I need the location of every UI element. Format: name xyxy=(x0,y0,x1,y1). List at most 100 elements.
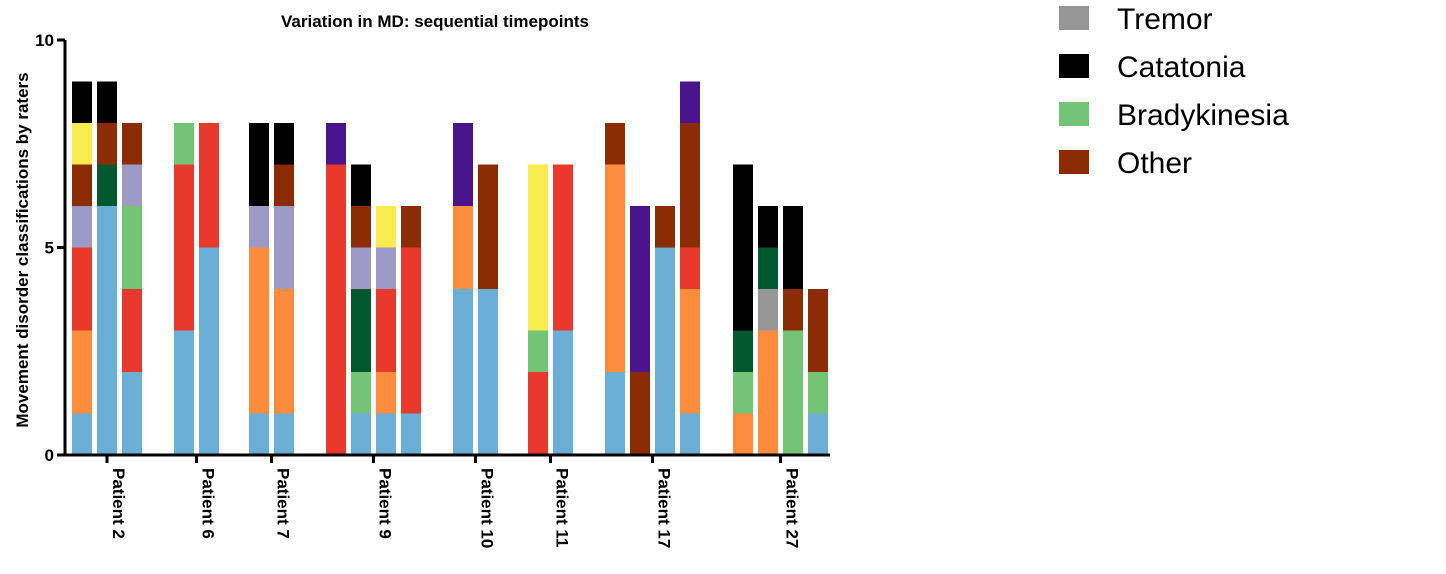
bar-segment xyxy=(605,372,625,455)
bar-segment xyxy=(274,413,294,455)
bar-segment xyxy=(401,247,421,414)
bar-stack xyxy=(376,206,396,455)
bar-segment xyxy=(630,206,650,372)
bar-stack xyxy=(453,123,473,455)
bar-segment xyxy=(72,81,92,123)
bar-segment xyxy=(401,413,421,455)
bar-segment xyxy=(122,123,142,165)
bar-segment xyxy=(553,164,573,331)
bar-stack xyxy=(249,123,269,455)
bar-segment xyxy=(376,289,396,372)
x-tick-label: Patient 2 xyxy=(109,468,128,539)
bar-segment xyxy=(758,289,778,331)
bar-segment xyxy=(122,206,142,289)
bar-stack xyxy=(758,206,778,455)
bar-segment xyxy=(733,164,753,331)
bar-segment xyxy=(401,206,421,248)
bar-segment xyxy=(808,289,828,372)
y-tick-label: 0 xyxy=(45,446,54,465)
legend-label: Catatonia xyxy=(1117,51,1246,84)
y-tick-label: 10 xyxy=(35,31,54,50)
bar-stack xyxy=(174,123,194,455)
x-tick-label: Patient 6 xyxy=(199,468,218,539)
bar-segment xyxy=(680,413,700,455)
bar-stack xyxy=(478,164,498,455)
bars-layer xyxy=(72,81,828,455)
bar-segment xyxy=(351,164,371,206)
y-tick-label: 5 xyxy=(45,239,54,258)
legend-label: Tremor xyxy=(1117,3,1213,36)
bar-segment xyxy=(376,247,396,289)
bar-segment xyxy=(376,372,396,414)
chart-title: Variation in MD: sequential timepoints xyxy=(281,12,589,31)
bar-segment xyxy=(351,372,371,414)
bar-segment xyxy=(249,413,269,455)
bar-segment xyxy=(733,330,753,372)
bar-segment xyxy=(680,81,700,123)
x-tick-label: Patient 27 xyxy=(783,468,802,548)
bar-segment xyxy=(97,123,117,165)
bar-segment xyxy=(376,206,396,248)
bar-segment xyxy=(122,372,142,455)
bar-segment xyxy=(453,289,473,455)
bar-segment xyxy=(733,413,753,455)
bar-segment xyxy=(680,123,700,248)
bar-segment xyxy=(351,206,371,248)
bar-segment xyxy=(97,164,117,206)
bar-segment xyxy=(453,206,473,289)
bar-segment xyxy=(528,164,548,331)
bar-stack xyxy=(783,206,803,455)
bar-segment xyxy=(783,206,803,289)
legend-swatch xyxy=(1059,102,1089,126)
bar-segment xyxy=(351,247,371,289)
bar-stack xyxy=(326,123,346,455)
x-tick-label: Patient 11 xyxy=(553,468,572,547)
bar-segment xyxy=(199,123,219,248)
bar-segment xyxy=(655,206,675,248)
bar-segment xyxy=(528,330,548,372)
y-axis-label: Movement disorder classifications by rat… xyxy=(13,72,32,427)
bar-segment xyxy=(453,123,473,206)
x-tick-label: Patient 9 xyxy=(376,468,395,539)
bar-stack xyxy=(630,206,650,455)
bar-segment xyxy=(758,206,778,248)
x-ticks: Patient 2 Patient 6 Patient 7 Patient 9 Pati… xyxy=(105,455,802,548)
bar-segment xyxy=(122,164,142,206)
legend-swatch xyxy=(1059,54,1089,78)
bar-stack xyxy=(274,123,294,455)
legend-swatch xyxy=(1059,6,1089,30)
bar-segment xyxy=(72,330,92,414)
bar-stack xyxy=(655,206,675,455)
bar-stack xyxy=(72,81,92,455)
bar-segment xyxy=(783,330,803,455)
bar-stack xyxy=(97,81,117,455)
bar-segment xyxy=(249,123,269,206)
bar-segment xyxy=(680,289,700,414)
bar-segment xyxy=(326,164,346,455)
bar-segment xyxy=(249,206,269,248)
bar-segment xyxy=(655,247,675,455)
bar-segment xyxy=(174,330,194,455)
bar-segment xyxy=(199,247,219,455)
bar-stack xyxy=(199,123,219,455)
bar-stack xyxy=(605,123,625,455)
bar-segment xyxy=(808,413,828,455)
bar-stack xyxy=(401,206,421,455)
bar-segment xyxy=(274,289,294,414)
bar-segment xyxy=(72,164,92,206)
bar-segment xyxy=(97,81,117,123)
bar-segment xyxy=(274,164,294,206)
bar-stack xyxy=(808,289,828,455)
bar-segment xyxy=(351,413,371,455)
bar-stack xyxy=(528,164,548,455)
bar-segment xyxy=(605,123,625,165)
bar-stack xyxy=(351,164,371,455)
bar-segment xyxy=(97,206,117,455)
bar-segment xyxy=(630,372,650,455)
bar-segment xyxy=(733,372,753,414)
legend-label: Other xyxy=(1117,147,1192,180)
bar-segment xyxy=(249,247,269,414)
bar-segment xyxy=(351,289,371,372)
bar-stack xyxy=(733,164,753,455)
